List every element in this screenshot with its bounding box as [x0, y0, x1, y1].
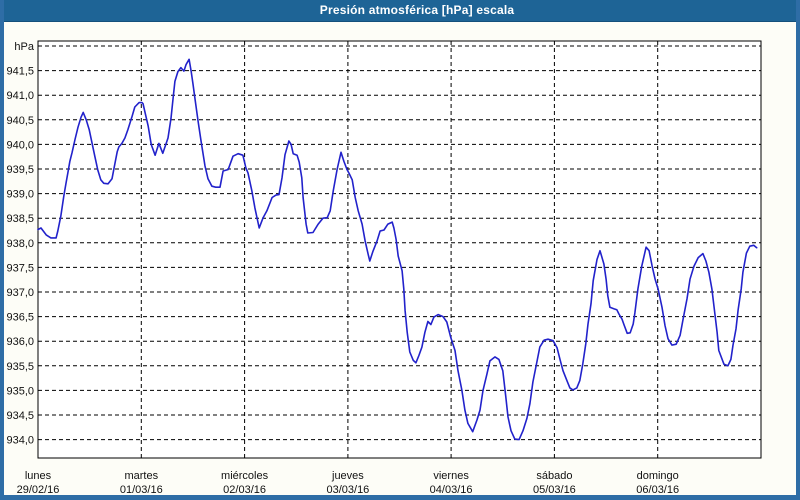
- day-name-label: miércoles: [221, 470, 269, 482]
- day-name-label: domingo: [637, 470, 679, 482]
- day-name-label: jueves: [331, 470, 364, 482]
- svg-text:938,5: 938,5: [6, 213, 34, 225]
- svg-text:939,5: 939,5: [6, 164, 34, 176]
- day-name-label: sábado: [536, 470, 572, 482]
- day-date-label: 05/03/16: [533, 484, 576, 496]
- day-date-label: 06/03/16: [636, 484, 679, 496]
- day-date-label: 01/03/16: [120, 484, 163, 496]
- title-bar: Presión atmosférica [hPa] escala: [0, 0, 800, 22]
- y-axis-unit-label: hPa: [14, 41, 34, 53]
- pressure-chart: 941,5 941,0 940,5 940,0 939,5 939,0 938,5 938,0…: [6, 40, 762, 496]
- day-date-label: 04/03/16: [430, 484, 473, 496]
- svg-text:939,0: 939,0: [6, 189, 34, 201]
- svg-text:940,5: 940,5: [6, 115, 34, 127]
- svg-text:935,0: 935,0: [6, 385, 34, 397]
- day-name-label: martes: [124, 470, 158, 482]
- svg-text:934,5: 934,5: [6, 410, 34, 422]
- chart-title: Presión atmosférica [hPa] escala: [319, 3, 515, 17]
- svg-text:941,5: 941,5: [6, 66, 34, 78]
- svg-text:934,0: 934,0: [6, 435, 34, 447]
- svg-text:935,5: 935,5: [6, 361, 34, 373]
- svg-text:940,0: 940,0: [6, 139, 34, 151]
- day-date-label: 03/03/16: [326, 484, 369, 496]
- gridlines: [38, 41, 761, 458]
- svg-text:936,0: 936,0: [6, 336, 34, 348]
- svg-text:937,5: 937,5: [6, 262, 34, 274]
- plot-area: [38, 41, 761, 458]
- svg-text:941,0: 941,0: [6, 90, 34, 102]
- y-axis-labels: 941,5 941,0 940,5 940,0 939,5 939,0 938,5 938,0…: [6, 41, 34, 447]
- svg-text:938,0: 938,0: [6, 238, 34, 250]
- day-name-label: viernes: [433, 470, 469, 482]
- pressure-series-line: [37, 58, 758, 441]
- svg-text:936,5: 936,5: [6, 312, 34, 324]
- x-axis-labels: lunes 29/02/16 martes 01/03/16 miércoles 02/0…: [17, 470, 680, 496]
- day-date-label: 29/02/16: [17, 484, 60, 496]
- plot-border: [37, 40, 762, 459]
- day-date-label: 02/03/16: [223, 484, 266, 496]
- day-name-label: lunes: [25, 470, 52, 482]
- svg-text:937,0: 937,0: [6, 287, 34, 299]
